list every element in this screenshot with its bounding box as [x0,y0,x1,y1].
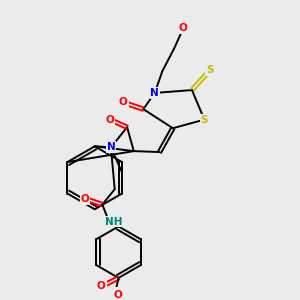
Text: S: S [201,115,208,124]
Text: N: N [150,88,159,98]
Text: O: O [81,194,89,204]
Text: O: O [119,98,128,107]
Text: O: O [97,281,106,292]
Text: O: O [113,290,122,300]
Text: O: O [106,115,114,124]
Text: O: O [179,23,188,33]
Text: NH: NH [105,217,122,227]
Text: N: N [106,142,115,152]
Text: S: S [206,65,214,75]
